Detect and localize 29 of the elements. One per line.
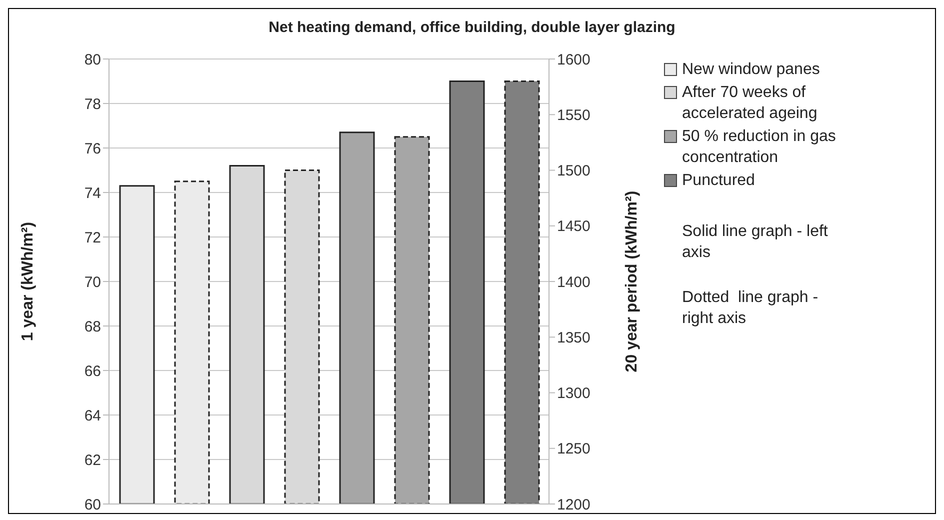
text: Solid line graph - left axis <box>682 222 829 263</box>
y2-tick-label: 1600 <box>557 51 590 68</box>
legend-label: Punctured <box>682 171 756 191</box>
y2-tick-label: 1200 <box>557 496 590 514</box>
chart-title: Net heating demand, office building, double layer glazing <box>268 19 676 36</box>
y2-tick-label: 1300 <box>557 385 590 402</box>
legend-label: After 70 weeks of accelerated ageing <box>682 83 818 124</box>
text: Dotted line graph - right axis <box>682 288 820 329</box>
legend-label: New window panes <box>682 60 821 80</box>
y-tick-label: 80 <box>84 51 101 68</box>
y2-tick-label: 1350 <box>557 329 590 346</box>
legend-label: 50 % reduction in gas concentration <box>682 127 837 168</box>
y2-tick-label: 1450 <box>557 218 590 236</box>
y-tick-label: 72 <box>84 229 101 246</box>
y2-tick-label: 1550 <box>557 106 590 124</box>
y2-axis-title: 20 year period (kWh/m²) <box>624 190 641 372</box>
y-axis-title: 1 year (kWh/m²) <box>20 222 37 342</box>
y2-tick-label: 1500 <box>557 162 590 180</box>
y-tick-label: 74 <box>84 184 101 202</box>
y-tick-label: 76 <box>84 140 101 158</box>
y-tick-label: 66 <box>84 362 101 380</box>
y-tick-label: 68 <box>84 318 101 336</box>
y-tick-label: 70 <box>84 274 101 291</box>
y-tick-label: 64 <box>84 407 101 424</box>
y2-tick-label: 1400 <box>557 274 590 291</box>
y-tick-label: 78 <box>84 96 101 113</box>
y-tick-label: 62 <box>84 452 101 469</box>
y2-tick-label: 1250 <box>557 440 590 458</box>
y-tick-label: 60 <box>84 496 101 514</box>
